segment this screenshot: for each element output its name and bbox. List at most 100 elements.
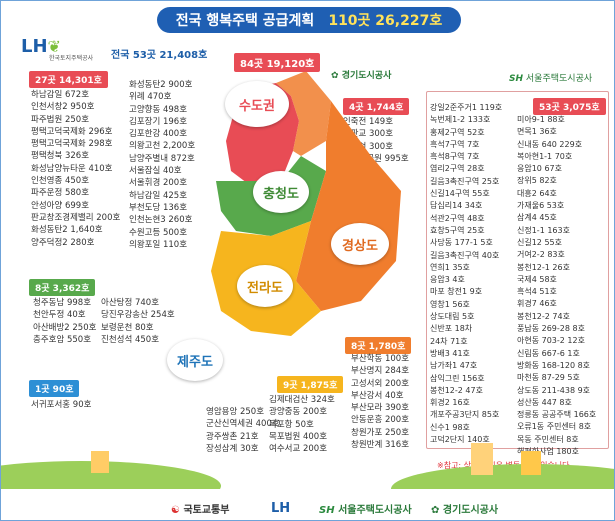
list-item: 휘경7 46호 xyxy=(517,299,557,309)
lh-total: 전국 53곳 21,408호 xyxy=(111,50,208,61)
pin-jeolla: 전라도 xyxy=(237,265,293,307)
list-item: 남가좌1 47호 xyxy=(430,361,478,371)
list-item: 마포 창전1 9호 xyxy=(430,287,483,297)
list-item: 미아9-1 88호 xyxy=(517,115,565,124)
list-item: 삼익그린 156호 xyxy=(430,373,485,383)
capital-right-list: 화성동탄2 900호 위례 470호 고양향동 498호 김포장기 196호 김포한강 … xyxy=(129,79,195,251)
list-item: 서울잠실 40호 xyxy=(129,166,182,177)
footer-gg-icon: ✿ xyxy=(431,505,440,516)
lh-logo-text: LH xyxy=(21,36,48,57)
list-item: 대흥2 64호 xyxy=(517,188,557,198)
list-item: 목포법원 400호 xyxy=(269,431,328,442)
list-item: 신길12 55호 xyxy=(517,237,562,247)
list-item: 여수서교 200호 xyxy=(269,444,328,455)
list-item: 목동 주민센터 8호 xyxy=(517,434,579,444)
list-item: 부천도당 136호 xyxy=(129,202,188,213)
list-item: 아산탕정 740호 xyxy=(101,298,160,308)
sh-right-list: 미아9-1 88호 면목1 36호 신내동 640 229호 복아현1-1 70호 응암… xyxy=(517,114,596,458)
list-item: 당진우강송산 254호 xyxy=(101,310,175,321)
list-item: 고성서외 200호 xyxy=(351,378,410,389)
list-item: 봉천12-2 74호 xyxy=(517,311,570,321)
jeju-badge: 1곳 90호 xyxy=(29,380,80,397)
list-item: 성남판교 300호 xyxy=(335,129,394,140)
pin-capital: 수도권 xyxy=(225,81,289,127)
footer-gg: ✿ 경기도시공사 xyxy=(431,501,498,516)
list-item: 답십리14 34호 xyxy=(430,201,483,211)
list-item: 하남감일 425호 xyxy=(129,190,188,201)
list-item: 방화동 168-120 8호 xyxy=(517,360,591,370)
list-item: 신반포 18차 xyxy=(430,324,473,334)
list-item: 인천영종 450호 xyxy=(31,176,90,187)
list-item: 상도대림 5호 xyxy=(430,312,475,322)
list-item: 장위5 82호 xyxy=(517,176,557,186)
list-item: 진천성석 450호 xyxy=(101,334,160,345)
list-item: 마천동 87-29 5호 xyxy=(517,373,580,383)
list-item: 아현동 703-2 12호 xyxy=(517,336,585,346)
footer-sh-mark: SH xyxy=(319,505,335,516)
list-item: 창원가포 250호 xyxy=(351,427,410,438)
chungcheong-badge: 8곳 3,362호 xyxy=(29,279,96,296)
list-item: 용인죽전 149호 xyxy=(335,117,394,127)
list-item: 복아현1-1 70호 xyxy=(517,151,573,161)
list-item: 흑석8구역 7호 xyxy=(430,152,480,162)
list-item: 서귀포서홍 90호 xyxy=(31,400,92,410)
pin-jeju: 제주도 xyxy=(167,339,223,381)
list-item: 가재울6 53호 xyxy=(517,201,565,211)
list-item: 김제대검산 324호 xyxy=(269,395,335,405)
gg-logo: ✿ 경기도시공사 xyxy=(331,68,391,81)
pin-gyeongsang: 경상도 xyxy=(331,223,389,265)
capital-left-list: 하남감일 672호 인천서창2 950호 파주법원 250호 평택고덕국제화 296호… xyxy=(31,89,120,249)
taeguk-icon: ☯ xyxy=(171,505,180,516)
list-item: 강일2준주거1 119호 xyxy=(430,103,503,112)
list-item: 장성삼계 30호 xyxy=(206,443,259,454)
gangwon-region-shape xyxy=(276,71,331,156)
list-item: 신정1-1 163호 xyxy=(517,225,570,235)
list-item: 홍제2구역 52호 xyxy=(430,127,485,137)
list-item: 화성동탄2 900호 xyxy=(129,80,193,90)
list-item: 김포장기 196호 xyxy=(129,116,188,127)
honam-right-list: 김제대검산 324호 광양중동 200호 목포항 50호 목포법원 400호 여수서교 … xyxy=(269,394,335,455)
lh-logo-sub: 한국토지주택공사 xyxy=(49,55,94,62)
list-item: 평택청북 326호 xyxy=(31,151,90,162)
footer-sh-text: 서울주택도시공사 xyxy=(338,505,412,516)
list-item: 보령운천 80호 xyxy=(101,322,154,333)
list-item: 창원반계 316호 xyxy=(351,440,410,451)
list-item: 안동운흥 200호 xyxy=(351,415,410,426)
list-item: 남양주별내 872호 xyxy=(129,153,195,164)
list-item: 풍납동 269-28 8호 xyxy=(517,324,585,334)
list-item: 부산학동 100호 xyxy=(351,354,410,364)
gg-logo-text: 경기도시공사 xyxy=(341,71,392,81)
list-item: 석관2구역 48호 xyxy=(430,213,485,223)
list-item: 청주동남 998호 xyxy=(33,298,92,308)
list-item: 연희1 35호 xyxy=(430,262,470,272)
footer-gg-text: 경기도시공사 xyxy=(442,505,499,516)
leaf-icon: ❦ xyxy=(47,37,61,56)
list-item: 충주호암 550호 xyxy=(33,334,92,345)
list-item: 면목1 36호 xyxy=(517,127,557,137)
list-item: 녹번제1-2 133호 xyxy=(430,115,491,125)
list-item: 사당동 177-1 5호 xyxy=(430,238,493,248)
list-item: 영창1 56호 xyxy=(430,299,470,309)
list-item: 길음3촉진구역 25호 xyxy=(430,176,500,186)
yeongnam-badge: 8곳 1,780호 xyxy=(345,337,412,354)
list-item: 인천논현3 260호 xyxy=(129,215,193,226)
list-item: 성산동 447 8호 xyxy=(517,397,572,407)
list-item: 상도동 211-438 9호 xyxy=(517,385,591,395)
footer-molit-text: 국토교통부 xyxy=(183,505,230,516)
list-item: 파주운정 580호 xyxy=(31,188,90,199)
list-item: 파주법원 250호 xyxy=(31,114,90,125)
list-item: 군산신역세권 400호 xyxy=(206,419,280,430)
list-item: 신길14구역 55호 xyxy=(430,189,490,199)
list-item: 수원고등 500호 xyxy=(129,227,188,238)
footer-molit: ☯ 국토교통부 xyxy=(171,501,229,516)
list-row: 청주동남 998호 아산탕정 740호 xyxy=(33,297,175,309)
list-item: 인천서창2 950호 xyxy=(31,102,95,113)
list-item: 삼계4 45호 xyxy=(517,213,557,223)
jeju-list: 서귀포서홍 90호 xyxy=(31,399,91,411)
list-item: 흑석7구역 7호 xyxy=(430,139,480,149)
footer xyxy=(1,489,614,520)
list-item: 화성남양뉴타운 410호 xyxy=(31,163,113,174)
list-item: 평택고덕국제화 298호 xyxy=(31,139,113,150)
